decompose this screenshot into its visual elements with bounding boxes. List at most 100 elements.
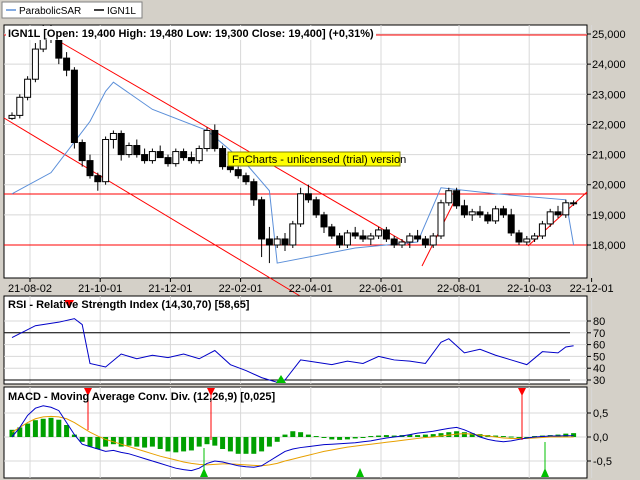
candle-body bbox=[31, 48, 39, 80]
macd-histogram-bar bbox=[142, 437, 148, 448]
macd-histogram-bar bbox=[415, 435, 421, 437]
macd-histogram-bar bbox=[17, 427, 23, 437]
macd-histogram-bar bbox=[243, 437, 249, 454]
candle-body bbox=[273, 238, 281, 246]
macd-histogram-bar bbox=[438, 433, 444, 437]
macd-plot-area[interactable] bbox=[3, 386, 588, 479]
price-x-tick-label: 21-10-01 bbox=[78, 283, 122, 295]
candle-body bbox=[460, 205, 468, 216]
candle-body bbox=[515, 232, 523, 243]
macd-histogram-bar bbox=[282, 434, 288, 437]
candle-body bbox=[304, 193, 312, 201]
candle-body bbox=[507, 214, 515, 234]
price-panel[interactable]: 25,000 24,000 23,000 22,000 21,000 20,000 19,0… bbox=[3, 24, 626, 297]
candle-body bbox=[421, 238, 429, 246]
candle-body bbox=[250, 181, 258, 201]
macd-histogram-bar bbox=[188, 437, 194, 451]
macd-sell-marker-2 bbox=[207, 388, 215, 396]
candle-body bbox=[570, 202, 578, 205]
macd-histogram-bar bbox=[259, 437, 265, 452]
macd-histogram-bar bbox=[227, 437, 233, 452]
macd-histogram-bar bbox=[337, 437, 343, 440]
candle-body bbox=[531, 235, 539, 240]
price-y-axis: 25,000 24,000 23,000 22,000 21,000 20,000 19,0… bbox=[587, 29, 626, 252]
price-x-tick-label: 21-08-02 bbox=[8, 283, 52, 295]
macd-histogram-bar bbox=[212, 437, 218, 446]
macd-histogram-bar bbox=[313, 436, 319, 438]
candle-body bbox=[476, 211, 484, 216]
price-x-tick-label: 22-08-01 bbox=[437, 283, 481, 295]
macd-sell-marker-3 bbox=[518, 388, 526, 396]
candle-body bbox=[367, 235, 375, 240]
legend-bar: ParabolicSAR IGN1L bbox=[1, 1, 143, 19]
macd-histogram-bar bbox=[516, 437, 522, 438]
candles bbox=[8, 24, 578, 264]
candle-body bbox=[78, 142, 86, 162]
trendline-lower-channel bbox=[3, 117, 301, 297]
macd-histogram-bar bbox=[298, 432, 304, 437]
candle-body bbox=[102, 139, 110, 183]
candle-body bbox=[148, 151, 156, 162]
macd-histogram-bar bbox=[360, 437, 366, 438]
macd-histogram-bar bbox=[157, 437, 163, 449]
candle-body bbox=[538, 223, 546, 237]
macd-histogram-bar bbox=[368, 436, 374, 438]
candle-body bbox=[406, 235, 414, 243]
candle-body bbox=[226, 166, 234, 171]
macd-histogram-bar bbox=[235, 437, 241, 454]
macd-histogram-bar bbox=[290, 431, 296, 437]
macd-histogram-bar bbox=[95, 437, 101, 449]
candle-body bbox=[343, 232, 351, 246]
candle-body bbox=[492, 208, 500, 222]
candle-body bbox=[8, 114, 16, 119]
candle-body bbox=[180, 151, 188, 159]
candle-body bbox=[382, 229, 390, 240]
candle-body bbox=[336, 235, 344, 246]
macd-panel[interactable]: 0,5 0,0 -0,5 MACD - Moving Average Conv. D… bbox=[3, 386, 612, 479]
price-y-tick-label: 24,000 bbox=[592, 59, 626, 71]
price-x-tick-label: 22-06-01 bbox=[359, 283, 403, 295]
macd-histogram-bar bbox=[352, 437, 358, 439]
legend-sar-label: ParabolicSAR bbox=[19, 6, 81, 17]
macd-y-axis: 0,5 0,0 -0,5 bbox=[587, 408, 612, 468]
macd-histogram-bar bbox=[32, 420, 38, 437]
macd-histogram-bar bbox=[508, 436, 514, 438]
candle-body bbox=[219, 148, 227, 168]
candle-body bbox=[203, 129, 211, 150]
candle-body bbox=[312, 199, 320, 216]
rsi-y-tick-label: 80 bbox=[593, 316, 605, 328]
price-y-tick-label: 21,000 bbox=[592, 150, 626, 162]
macd-histogram-bar bbox=[422, 434, 428, 437]
price-x-tick-label: 21-12-01 bbox=[148, 283, 192, 295]
candle-body bbox=[289, 223, 297, 246]
candle-body bbox=[187, 157, 195, 162]
candle-body bbox=[16, 96, 24, 116]
macd-y-tick-label: 0,5 bbox=[593, 408, 608, 420]
rsi-y-tick-label: 30 bbox=[593, 375, 605, 387]
rsi-line bbox=[11, 318, 574, 383]
macd-histogram-bar bbox=[79, 437, 85, 442]
candle-body bbox=[117, 132, 125, 156]
macd-histogram-bar bbox=[110, 437, 116, 445]
macd-line bbox=[11, 405, 574, 472]
rsi-buy-marker bbox=[276, 375, 286, 383]
macd-histogram-bar bbox=[134, 437, 140, 447]
trendline-upper-channel bbox=[61, 42, 411, 246]
candle-body bbox=[523, 238, 531, 243]
watermark-text: FnCharts - unlicensed (trial) version bbox=[232, 154, 406, 166]
macd-histogram-bar bbox=[274, 437, 280, 442]
rsi-plot-area[interactable] bbox=[3, 295, 588, 385]
macd-histogram-bar bbox=[251, 437, 257, 454]
macd-histogram-bar bbox=[181, 437, 187, 452]
macd-y-tick-label: -0,5 bbox=[593, 456, 612, 468]
candle-body bbox=[258, 199, 266, 240]
macd-histogram-bar bbox=[391, 435, 397, 437]
price-y-tick-label: 25,000 bbox=[592, 29, 626, 41]
legend-ign1l-label: IGN1L bbox=[107, 6, 136, 17]
candle-body bbox=[390, 238, 398, 246]
price-y-tick-label: 19,000 bbox=[592, 210, 626, 222]
macd-histogram-bar bbox=[430, 434, 436, 437]
